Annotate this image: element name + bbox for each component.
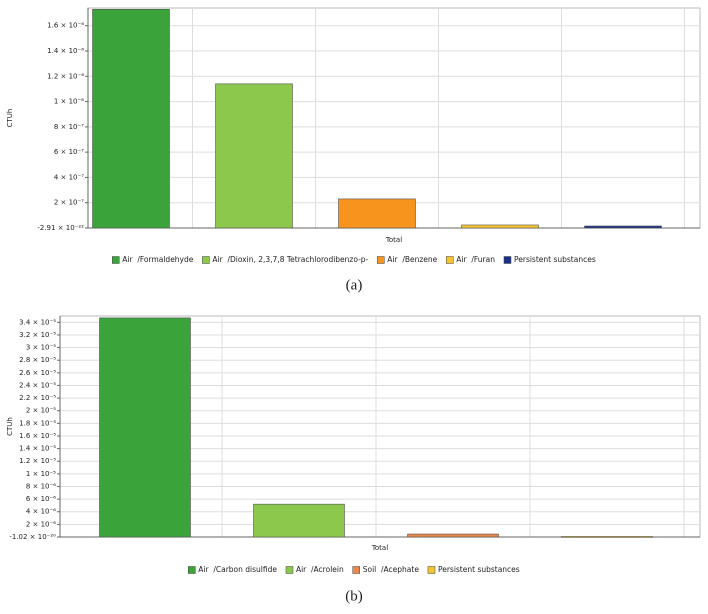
y-axis-label: CTUh	[6, 109, 14, 128]
legend-label: Air /Benzene	[387, 255, 437, 264]
y-tick-label: 2 × 10⁻⁵	[26, 407, 56, 415]
bar	[92, 8, 170, 229]
legend-swatch	[503, 256, 512, 264]
y-tick-label: 4 × 10⁻⁶	[26, 508, 56, 516]
y-tick-label: 2.6 × 10⁻⁵	[19, 369, 56, 377]
y-tick-label: -1.02 × 10⁻²⁰	[9, 533, 56, 541]
y-tick-label: 1.4 × 10⁻⁶	[47, 47, 84, 55]
y-tick-label: 1.8 × 10⁻⁵	[19, 419, 56, 427]
caption: (b)	[345, 588, 363, 604]
bar	[461, 224, 539, 229]
y-tick-label: 6 × 10⁻⁶	[26, 495, 56, 503]
caption: (a)	[346, 277, 363, 293]
y-tick-label: 3 × 10⁻⁵	[26, 344, 56, 352]
y-tick-label: 3.2 × 10⁻⁵	[19, 331, 56, 339]
legend-swatch	[352, 566, 360, 574]
legend-swatch	[112, 256, 120, 264]
bar	[253, 503, 345, 538]
legend-swatch	[446, 256, 454, 264]
plot-area	[87, 7, 701, 229]
legend-label: Air /Formaldehyde	[122, 255, 193, 264]
y-tick-label: 2 × 10⁻⁷	[54, 199, 84, 207]
y-tick-label: 2.2 × 10⁻⁵	[19, 394, 56, 402]
bar	[99, 317, 191, 538]
y-tick-label: 6 × 10⁻⁷	[54, 148, 84, 156]
y-tick-label: 1.6 × 10⁻⁶	[47, 22, 84, 30]
legend-swatch	[427, 566, 436, 574]
legend-label: Air /Furan	[456, 255, 495, 264]
legend-label: Persistent substances	[514, 255, 596, 264]
y-tick-label: 4 × 10⁻⁷	[54, 173, 84, 181]
y-tick-label: 2.8 × 10⁻⁵	[19, 356, 56, 364]
y-axis-label: CTUh	[6, 417, 14, 436]
legend-label: Air /Acrolein	[296, 565, 344, 574]
y-tick-label: 8 × 10⁻⁶	[26, 482, 56, 490]
bar	[215, 83, 293, 229]
bar	[561, 536, 653, 538]
legend-label: Soil /Acephate	[363, 565, 420, 574]
y-tick-label: -2.91 × 10⁻²²	[37, 224, 84, 232]
x-tick-label: Total	[371, 544, 388, 552]
y-tick-label: 2 × 10⁻⁶	[26, 520, 56, 528]
y-tick-label: 3.4 × 10⁻⁵	[19, 318, 56, 326]
legend-swatch	[202, 256, 210, 264]
legend-label: Air /Dioxin, 2,3,7,8 Tetrachlorodibenzo-…	[212, 255, 368, 264]
legend-swatch	[377, 256, 385, 264]
y-tick-label: 8 × 10⁻⁷	[54, 123, 84, 131]
y-tick-label: 1.2 × 10⁻⁵	[19, 457, 56, 465]
y-tick-label: 1 × 10⁻⁶	[54, 98, 84, 106]
y-tick-label: 1.2 × 10⁻⁶	[47, 72, 84, 80]
y-tick-label: 1.4 × 10⁻⁵	[19, 445, 56, 453]
bar	[338, 198, 416, 229]
legend-swatch	[285, 566, 294, 574]
legend-label: Air /Carbon disulfide	[198, 565, 277, 574]
y-tick-label: 2.4 × 10⁻⁵	[19, 381, 56, 389]
y-tick-label: 1 × 10⁻⁵	[26, 470, 56, 478]
y-tick-label: 1.6 × 10⁻⁵	[19, 432, 56, 440]
bar	[407, 533, 499, 538]
legend-swatch	[188, 566, 196, 574]
bar	[584, 225, 662, 229]
legend-label: Persistent substances	[438, 565, 520, 574]
x-tick-label: Total	[385, 236, 402, 244]
